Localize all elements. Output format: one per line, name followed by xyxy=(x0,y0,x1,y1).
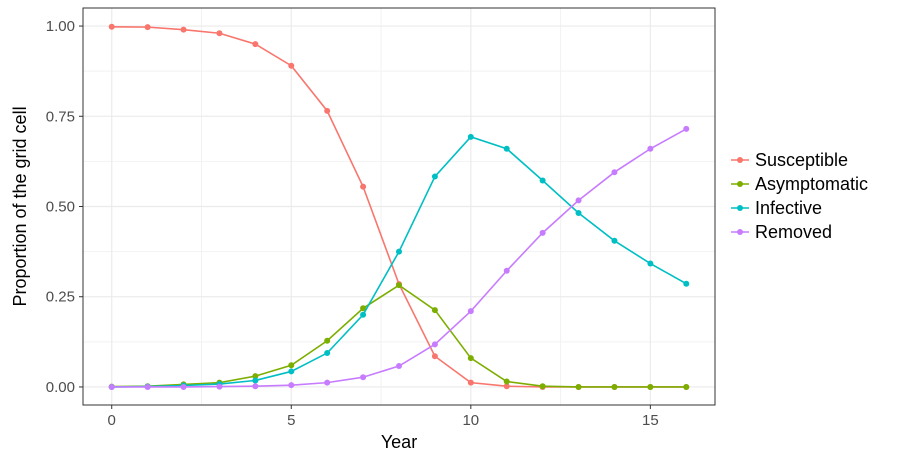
y-tick-label: 0.75 xyxy=(46,108,75,125)
y-axis-title: Proportion of the grid cell xyxy=(10,106,30,306)
x-tick-label: 0 xyxy=(108,412,116,429)
data-point-susceptible xyxy=(360,183,367,190)
y-tick-label: 0.00 xyxy=(46,379,75,396)
data-point-removed xyxy=(216,383,223,390)
legend-label: Asymptomatic xyxy=(755,174,868,194)
y-tick-label: 0.50 xyxy=(46,199,75,216)
data-point-removed xyxy=(431,341,438,348)
data-point-asymptomatic xyxy=(396,282,402,289)
data-point-susceptible xyxy=(144,24,151,31)
legend: Susceptible Asymptomatic Infective Removed xyxy=(731,150,868,242)
data-point-susceptible xyxy=(324,107,331,114)
y-tick-label: 1.00 xyxy=(46,18,75,35)
data-point-infective xyxy=(647,260,654,267)
data-point-removed xyxy=(396,363,402,370)
axes: 0 5 10 15 0.00 0.25 0.50 0.75 1.00 xyxy=(46,18,659,429)
data-point-infective xyxy=(683,280,690,287)
data-point-removed xyxy=(611,169,618,176)
data-point-infective xyxy=(503,145,510,152)
series-asymptomatic xyxy=(108,282,690,390)
data-point-asymptomatic xyxy=(611,383,618,390)
legend-key-point xyxy=(737,157,743,163)
data-point-susceptible xyxy=(467,379,474,386)
data-point-removed xyxy=(683,125,690,132)
data-point-asymptomatic xyxy=(288,362,295,369)
data-point-susceptible xyxy=(108,23,115,30)
data-point-infective xyxy=(611,237,618,244)
legend-item-asymptomatic: Asymptomatic xyxy=(731,174,868,194)
data-point-susceptible xyxy=(288,62,295,69)
data-point-infective xyxy=(288,368,295,375)
data-point-asymptomatic xyxy=(539,383,546,390)
data-point-infective xyxy=(396,248,402,255)
series-layer xyxy=(108,23,690,390)
data-point-removed xyxy=(467,308,474,315)
data-point-infective xyxy=(324,350,331,357)
data-point-removed xyxy=(539,229,546,236)
legend-label: Infective xyxy=(755,198,822,218)
data-point-asymptomatic xyxy=(503,378,510,385)
data-point-removed xyxy=(144,383,151,390)
data-point-asymptomatic xyxy=(467,355,474,362)
data-point-infective xyxy=(467,133,474,140)
series-removed xyxy=(108,125,690,390)
data-point-removed xyxy=(360,374,367,381)
data-point-asymptomatic xyxy=(324,337,331,344)
data-point-asymptomatic xyxy=(683,383,690,390)
data-point-susceptible xyxy=(216,30,223,37)
data-point-susceptible xyxy=(180,26,187,33)
data-point-asymptomatic xyxy=(647,383,654,390)
data-point-removed xyxy=(288,382,295,389)
legend-label: Susceptible xyxy=(755,150,848,170)
data-point-removed xyxy=(575,197,582,204)
data-point-asymptomatic xyxy=(252,373,259,380)
data-point-asymptomatic xyxy=(360,305,367,312)
data-point-removed xyxy=(647,145,654,152)
data-point-susceptible xyxy=(252,41,259,48)
data-point-infective xyxy=(431,173,438,180)
x-tick-label: 5 xyxy=(287,412,295,429)
legend-item-susceptible: Susceptible xyxy=(731,150,848,170)
legend-key-point xyxy=(737,181,743,187)
data-point-removed xyxy=(108,383,115,390)
data-point-asymptomatic xyxy=(431,307,438,314)
grid-lines xyxy=(83,8,715,405)
data-point-infective xyxy=(539,177,546,184)
data-point-susceptible xyxy=(503,383,510,390)
legend-label: Removed xyxy=(755,222,832,242)
legend-item-removed: Removed xyxy=(731,222,832,242)
legend-key-point xyxy=(737,205,743,211)
data-point-susceptible xyxy=(431,353,438,360)
legend-key-point xyxy=(737,229,743,235)
data-point-removed xyxy=(252,383,259,390)
x-tick-label: 15 xyxy=(642,412,659,429)
data-point-infective xyxy=(252,377,259,384)
data-point-infective xyxy=(575,209,582,216)
x-tick-label: 10 xyxy=(462,412,479,429)
data-point-removed xyxy=(503,267,510,274)
y-tick-label: 0.25 xyxy=(46,289,75,306)
data-point-asymptomatic xyxy=(575,383,582,390)
data-point-infective xyxy=(360,311,367,318)
data-point-removed xyxy=(324,379,331,386)
legend-item-infective: Infective xyxy=(731,198,822,218)
x-axis-title: Year xyxy=(381,432,417,452)
data-point-removed xyxy=(180,383,187,390)
